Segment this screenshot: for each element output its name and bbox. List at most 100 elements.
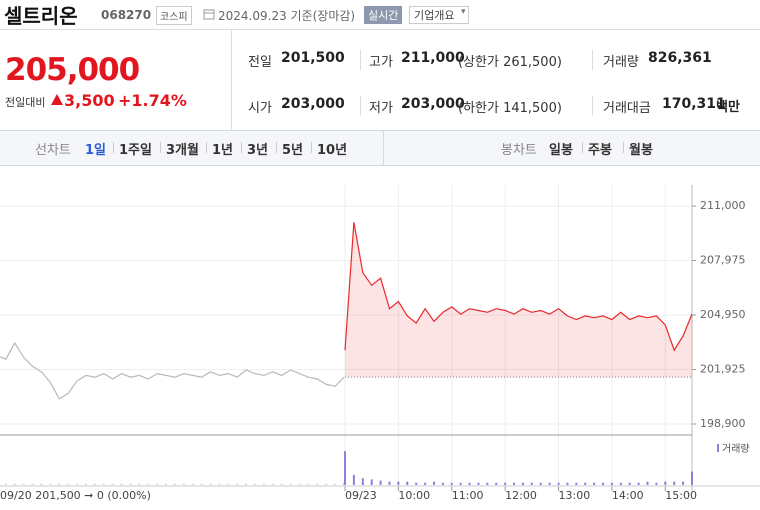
volume-bar [218,483,221,485]
period-tab[interactable]: 1년 [212,143,234,158]
volume-bar [459,482,462,485]
divider [360,50,361,70]
stat-label: 고가 [369,55,393,70]
volume-bar [566,482,569,485]
divider [231,30,232,130]
change-label: 전일대비 [5,96,46,109]
volume-bar [262,483,265,485]
volume-bar [352,474,355,485]
volume-bar [521,482,524,485]
volume-bar [584,482,587,485]
stat-value: 826,361 [648,50,712,66]
volume-bar [84,483,87,485]
volume-bar [637,482,640,485]
volume-bar [619,482,622,485]
stat-value: 203,000 [281,96,345,112]
volume-bar [334,483,337,485]
volume-bar [191,483,194,485]
volume-bar [593,482,596,485]
volume-bar [441,482,444,485]
realtime-badge[interactable]: 실시간 [364,6,403,24]
date: 2024.09.23 기준(장마감) [218,9,356,23]
volume-bar [646,481,649,485]
divider [592,50,593,70]
volume-bar [530,482,533,485]
volume-bar [209,483,212,485]
volume-bar [298,483,301,485]
period-tab[interactable]: 1일 [85,143,107,158]
volume-bar [271,483,274,485]
period-tab[interactable]: 1주일 [119,143,152,158]
candle-tab[interactable]: 월봉 [629,143,653,158]
stat-unit: 백만 [716,100,740,115]
annotation: 09/20 201,500 ➞ 0 (0.00%) [0,489,151,502]
volume-bar [93,483,96,485]
volume-bar [450,482,453,485]
volume-bar [344,451,346,485]
volume-bar [67,483,70,485]
volume-bar [307,483,310,485]
volume-bar [495,482,498,485]
stat-value: 170,311 [662,96,726,112]
volume-bar [138,483,141,485]
period-tab[interactable]: 5년 [282,143,304,158]
volume-bar [628,482,631,485]
volume-bar [379,480,382,485]
volume-bar [111,483,114,485]
volume-bar [165,483,168,485]
separator [276,142,277,153]
volume-bar [58,483,61,485]
y-tick-label: 211,000 [700,199,746,212]
area-fill [345,222,692,378]
candle-tab[interactable]: 주봉 [588,143,612,158]
volume-bar [415,482,418,485]
stat-value: 211,000 [401,50,465,66]
stat-label: 거래량 [603,55,639,70]
period-tab[interactable]: 3개월 [166,143,199,158]
x-tick-label: 12:00 [505,489,537,502]
chart: 198,900 201,925 204,950 207,975 211,000 09/23… [0,185,760,502]
separator [160,142,161,153]
stat-label: 전일 [248,55,272,70]
volume-bar [406,481,409,485]
x-tick-label: 10:00 [398,489,430,502]
separator [582,142,583,153]
volume-bar [664,481,667,485]
volume-bar [682,481,685,485]
calendar-icon [203,9,215,20]
divider [0,29,760,30]
divider [360,96,361,116]
volume-bar [236,483,239,485]
volume-bar [397,481,400,485]
volume-bar [504,482,507,485]
volume-bar [655,482,658,485]
y-tick-label: 201,925 [700,363,746,376]
period-tab[interactable]: 10년 [317,143,348,158]
x-tick-label: 09/23 [345,489,377,502]
volume-bar [316,483,319,485]
candle-tab[interactable]: 일봉 [549,143,573,158]
volume-bar [147,483,150,485]
x-tick-label: 13:00 [559,489,591,502]
volume-bar [76,483,79,485]
stat-value: 201,500 [281,50,345,66]
stock-code: 068270 [101,8,152,22]
volume-bar [280,483,283,485]
volume-bar [539,482,542,485]
volume-bar [548,482,551,485]
volume-bar [22,483,25,485]
separator [206,142,207,153]
volume-bar [477,482,480,485]
period-tab[interactable]: 3년 [247,143,269,158]
volume-bar [325,483,328,485]
line-chart-label: 선차트 [35,143,71,158]
volume-bar [486,482,489,485]
volume-bar [388,481,391,485]
volume-bar [610,482,613,485]
x-tick-label: 14:00 [612,489,644,502]
separator [113,142,114,153]
company-info-button[interactable]: 기업개요 ▾ [409,6,470,24]
price-line [0,341,345,400]
volume-bar [361,478,364,485]
divider [383,131,384,165]
